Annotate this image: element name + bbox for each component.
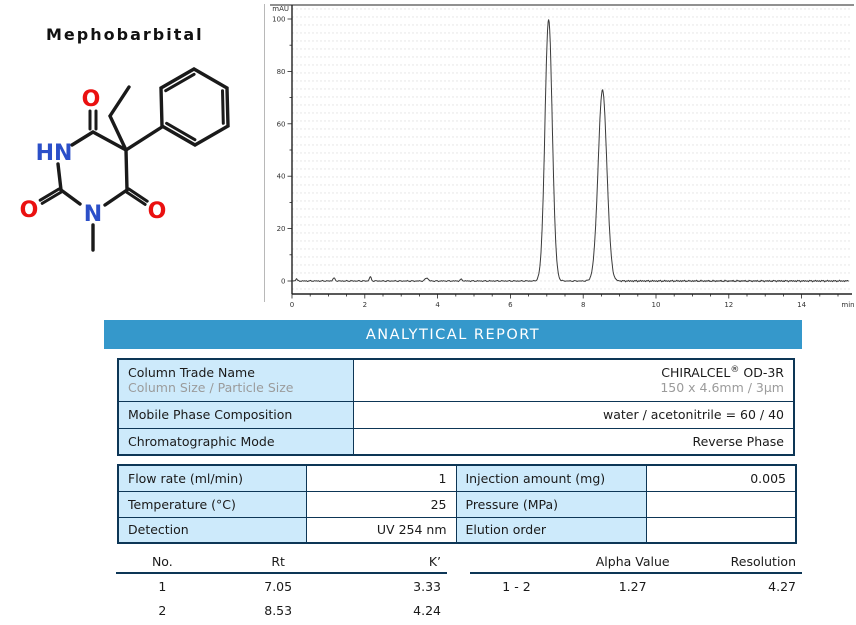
column-trade-name-label-cell: Column Trade Name Column Size / Particle… — [117, 358, 354, 402]
registered-trademark-symbol: ® — [730, 365, 740, 376]
peak-pair: 1 - 2 — [502, 579, 531, 594]
mobile-phase-value: water / acetonitrile = 60 / 40 — [353, 400, 795, 429]
table-row: Flow rate (ml/min) 1 Injection amount (m… — [117, 464, 797, 492]
oxygen-atom-label: O — [20, 198, 39, 223]
resolution-value: 4.27 — [768, 579, 796, 594]
chromatographic-mode-label: Chromatographic Mode — [117, 427, 354, 456]
no-column-header: No. — [151, 554, 173, 569]
peak-kprime: 4.24 — [413, 603, 441, 618]
peak-row: 2 8.53 4.24 — [116, 599, 447, 622]
svg-text:60: 60 — [277, 120, 286, 128]
peak-rt: 8.53 — [264, 603, 293, 618]
injection-amount-value: 0.005 — [645, 464, 797, 492]
svg-text:0: 0 — [290, 301, 294, 309]
temperature-value: 25 — [305, 490, 457, 518]
alpha-column-header: Alpha Value — [595, 554, 670, 569]
resolution-column-header: Resolution — [730, 554, 796, 569]
detection-value: UV 254 nm — [305, 516, 457, 544]
chromatographic-mode-value: Reverse Phase — [353, 427, 795, 456]
svg-text:8: 8 — [581, 301, 585, 309]
column-trade-name-label: Column Trade Name — [128, 365, 255, 381]
mobile-phase-label: Mobile Phase Composition — [117, 400, 354, 429]
atom-labels: O HN O N O — [20, 87, 167, 227]
column-size-value: 150 x 4.6mm / 3µm — [660, 380, 784, 396]
column-info-table: Column Trade Name Column Size / Particle… — [117, 358, 795, 456]
svg-text:mAU: mAU — [272, 5, 289, 13]
table-row: Temperature (°C) 25 Pressure (MPa) — [117, 490, 797, 518]
report-header-bar: ANALYTICAL REPORT — [104, 320, 802, 349]
alpha-value: 1.27 — [618, 579, 647, 594]
svg-text:14: 14 — [797, 301, 806, 309]
report-header-title: ANALYTICAL REPORT — [365, 326, 541, 343]
column-trade-name-value: CHIRALCEL® OD-3R — [661, 365, 784, 381]
svg-text:6: 6 — [508, 301, 513, 309]
double-bond-lines — [38, 72, 225, 206]
svg-text:100: 100 — [272, 16, 285, 24]
peak-row: 1 7.05 3.33 — [116, 575, 447, 598]
svg-text:10: 10 — [652, 301, 661, 309]
separation-results-table: Alpha Value Resolution 1 - 2 1.27 4.27 — [470, 550, 802, 598]
table-row: Column Trade Name Column Size / Particle… — [117, 358, 795, 402]
results-header-row: Alpha Value Resolution — [470, 550, 802, 574]
svg-text:4: 4 — [435, 301, 440, 309]
flow-rate-value: 1 — [305, 464, 457, 492]
table-row: Chromatographic Mode Reverse Phase — [117, 427, 795, 456]
elution-order-value — [645, 516, 797, 544]
chromatogram-panel: 0 2 4 6 8 10 12 14 min 0 20 40 60 80 100 mAU — [264, 0, 856, 316]
peak-no: 1 — [158, 579, 167, 594]
separation-row: 1 - 2 1.27 4.27 — [470, 575, 802, 598]
table-row: Detection UV 254 nm Elution order — [117, 516, 797, 544]
pressure-label: Pressure (MPa) — [455, 490, 647, 518]
temperature-label: Temperature (°C) — [117, 490, 307, 518]
svg-text:0: 0 — [281, 278, 285, 286]
svg-text:40: 40 — [277, 173, 286, 181]
oxygen-atom-label: O — [82, 87, 101, 112]
peak-results-table: No. Rt K’ 1 7.05 3.33 2 8.53 4.24 — [116, 550, 447, 622]
svg-text:2: 2 — [363, 301, 367, 309]
column-trade-name-value-cell: CHIRALCEL® OD-3R 150 x 4.6mm / 3µm — [353, 358, 795, 402]
injection-amount-label: Injection amount (mg) — [455, 464, 647, 492]
oxygen-atom-label: O — [148, 199, 167, 224]
elution-order-label: Elution order — [455, 516, 647, 544]
bond-skeleton — [56, 67, 230, 252]
pressure-value — [645, 490, 797, 518]
nitrogen-atom-label: N — [84, 202, 102, 227]
flow-rate-label: Flow rate (ml/min) — [117, 464, 307, 492]
svg-text:12: 12 — [724, 301, 733, 309]
column-size-label: Column Size / Particle Size — [128, 380, 294, 396]
nh-atom-label: HN — [36, 141, 73, 166]
svg-text:min: min — [841, 301, 854, 309]
table-row: Mobile Phase Composition water / acetoni… — [117, 400, 795, 429]
detection-label: Detection — [117, 516, 307, 544]
peak-no: 2 — [158, 603, 167, 618]
svg-text:80: 80 — [277, 68, 286, 76]
svg-text:20: 20 — [277, 225, 286, 233]
kprime-column-header: K’ — [428, 554, 441, 569]
compound-title: Mephobarbital — [46, 25, 204, 44]
conditions-table: Flow rate (ml/min) 1 Injection amount (m… — [117, 464, 797, 544]
peak-rt: 7.05 — [264, 579, 293, 594]
chromatogram-chart: 0 2 4 6 8 10 12 14 min 0 20 40 60 80 100 mAU — [264, 4, 855, 309]
peak-kprime: 3.33 — [413, 579, 441, 594]
molecule-structure-diagram: O HN O N O — [20, 67, 230, 252]
results-header-row: No. Rt K’ — [116, 550, 447, 574]
rt-column-header: Rt — [271, 554, 285, 569]
